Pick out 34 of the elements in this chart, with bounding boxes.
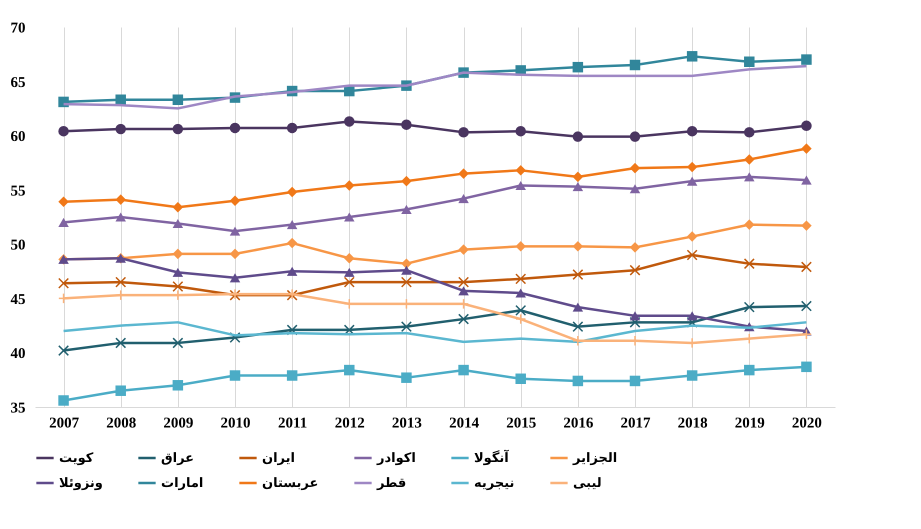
y-tick-label: 50 (10, 238, 26, 254)
legend-label: کویت (59, 451, 94, 466)
x-tick-label: 2008 (106, 416, 136, 432)
y-tick-label: 70 (10, 20, 26, 36)
legend-label: اکوادر (376, 451, 416, 466)
x-tick-label: 2012 (334, 416, 365, 432)
x-tick-label: 2009 (163, 416, 194, 432)
x-tick-label: 2010 (220, 416, 250, 432)
y-tick-label: 40 (10, 346, 26, 362)
x-tick-label: 2016 (563, 416, 594, 432)
x-tick-label: 2017 (620, 416, 651, 432)
legend-label: نیجریه (474, 476, 514, 491)
legend-label: الجزایر (572, 451, 618, 466)
legend-label: ونزوئلا (59, 476, 103, 491)
x-tick-label: 2007 (49, 416, 80, 432)
legend-label: امارات (161, 476, 204, 491)
legend-label: لیبی (573, 476, 602, 491)
legend-label: عربستان (262, 476, 318, 491)
legend-label: عراق (161, 451, 194, 466)
x-tick-label: 2013 (392, 416, 422, 432)
x-tick-label: 2014 (449, 416, 480, 432)
legend-label: آنگولا (474, 449, 510, 466)
legend-label: ایران (262, 451, 295, 466)
y-tick-label: 65 (10, 74, 26, 91)
legend-label: قطر (376, 476, 406, 491)
x-tick-label: 2011 (278, 416, 308, 432)
x-tick-label: 2015 (506, 416, 536, 432)
x-tick-label: 2020 (792, 416, 822, 432)
y-tick-label: 45 (10, 292, 26, 308)
x-tick-label: 2019 (734, 416, 765, 432)
y-tick-label: 55 (10, 183, 26, 200)
x-tick-label: 2018 (678, 416, 708, 432)
y-tick-label: 35 (10, 400, 26, 416)
y-tick-label: 60 (10, 129, 26, 146)
